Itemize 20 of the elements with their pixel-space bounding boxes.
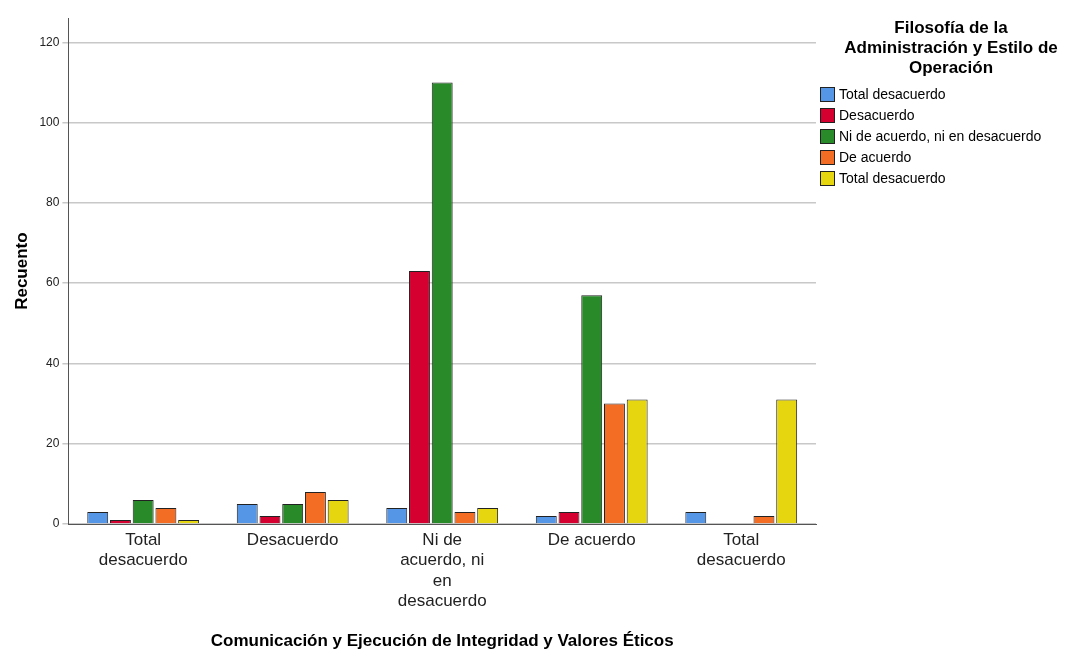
x-tick-label: Total desacuerdo xyxy=(696,529,786,570)
y-tick-label: 20 xyxy=(46,436,60,451)
x-tick-label: Total desacuerdo xyxy=(98,529,188,570)
legend-label: Desacuerdo xyxy=(839,106,915,125)
y-tick-label: 60 xyxy=(46,275,60,290)
y-tick-label: 0 xyxy=(52,516,60,531)
legend-label: Ni de acuerdo, ni en desacuerdo xyxy=(839,127,1042,146)
y-tick-label: 40 xyxy=(46,355,60,370)
x-tick-label: Ni de acuerdo, ni en desacuerdo xyxy=(397,529,487,611)
legend-label: Total desacuerdo xyxy=(839,85,946,104)
y-tick-label: 120 xyxy=(39,34,60,49)
x-tick-label: Desacuerdo xyxy=(246,529,339,549)
y-axis-title: Recuento xyxy=(11,232,31,310)
legend-title: Filosofía de la Administración y Estilo de Operación xyxy=(843,18,1059,78)
x-tick-label: De acuerdo xyxy=(547,529,636,549)
y-tick-label: 100 xyxy=(39,114,60,129)
x-axis-title: Comunicación y Ejecución de Integridad y Valores Éticos xyxy=(210,631,674,651)
legend-label: Total desacuerdo xyxy=(839,169,946,188)
y-tick-label: 80 xyxy=(46,195,60,210)
legend-label: De acuerdo xyxy=(839,148,912,167)
